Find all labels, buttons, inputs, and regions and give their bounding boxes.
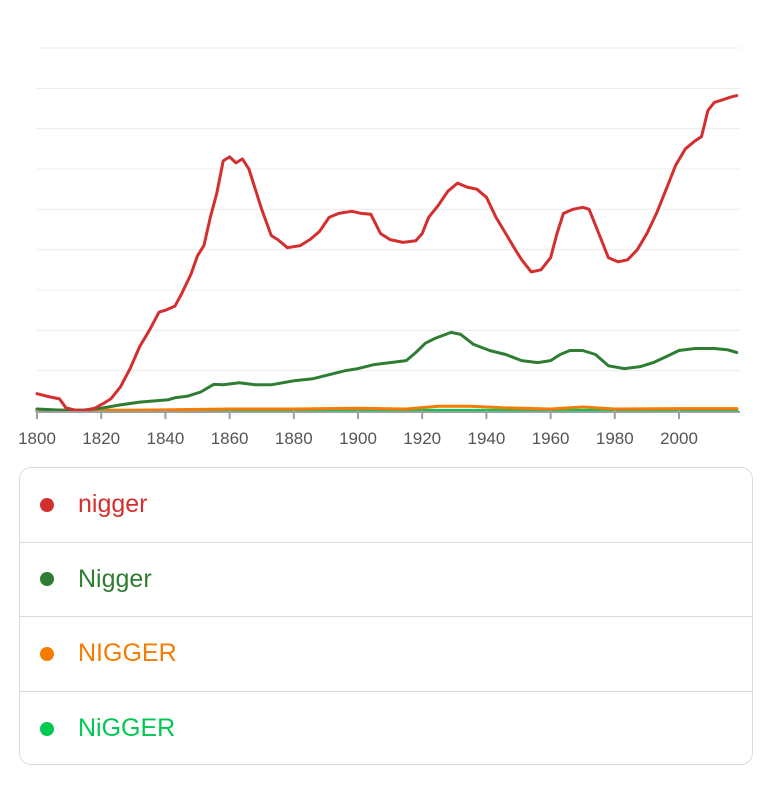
x-tick-label: 1800 (18, 429, 56, 448)
legend: nigger Nigger NIGGER NiGGER (19, 467, 753, 765)
legend-item-nigger[interactable]: nigger (20, 468, 752, 543)
legend-item-nigger-uppercase[interactable]: NIGGER (20, 617, 752, 692)
legend-label: NIGGER (78, 639, 177, 668)
series-line-2 (35, 404, 739, 412)
legend-dot-icon (40, 646, 54, 661)
x-tick-label: 2000 (660, 429, 698, 448)
x-tick-label: 1840 (146, 429, 184, 448)
legend-dot-icon (40, 497, 54, 512)
series-line-0 (35, 94, 739, 412)
x-tick-label: 1940 (467, 429, 505, 448)
series-line-1 (35, 330, 739, 412)
x-axis: 1800 1820 1840 1860 1880 1900 1920 1940 1960 1980… (18, 410, 740, 448)
series-lines (35, 94, 739, 413)
legend-dot-icon (40, 721, 54, 736)
x-tick-label: 1900 (339, 429, 377, 448)
legend-dot-icon (40, 572, 54, 587)
x-tick-label: 1960 (532, 429, 570, 448)
x-tick-label: 1920 (403, 429, 441, 448)
x-tick-label: 1820 (82, 429, 120, 448)
x-tick-label: 1980 (596, 429, 634, 448)
legend-label: NiGGER (78, 714, 176, 743)
x-tick-label: 1860 (211, 429, 249, 448)
legend-item-nigger-capitalized[interactable]: Nigger (20, 543, 752, 617)
gridlines (37, 47, 740, 372)
legend-label: Nigger (78, 564, 152, 593)
legend-label: nigger (78, 490, 148, 519)
x-tick-label: 1880 (275, 429, 313, 448)
legend-item-nigger-mixedcase[interactable]: NiGGER (20, 692, 752, 765)
line-chart: 1800 1820 1840 1860 1880 1900 1920 1940 1960 1980… (18, 47, 740, 448)
